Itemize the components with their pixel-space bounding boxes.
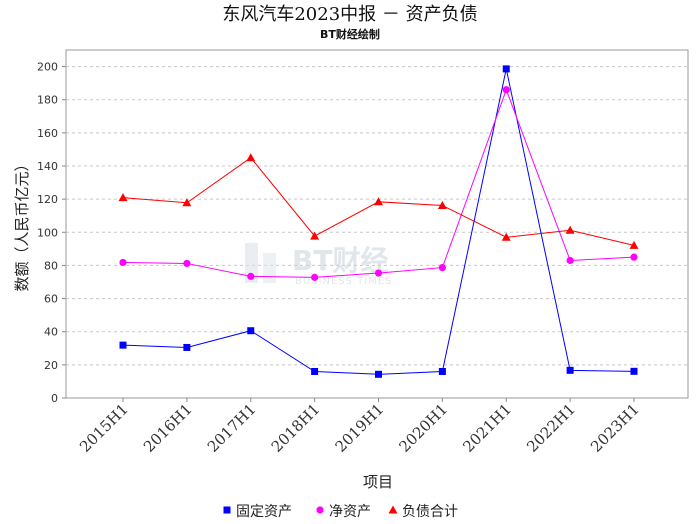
- data-point: [183, 343, 191, 351]
- data-point: [629, 240, 639, 249]
- y-tick-label: 40: [44, 326, 58, 339]
- data-point: [247, 327, 255, 335]
- chart-subtitle: BT财经绘制: [320, 27, 380, 41]
- data-point: [374, 269, 383, 277]
- x-tick-label: 2020H1: [395, 400, 451, 456]
- data-point: [502, 86, 510, 94]
- data-point: [119, 258, 127, 267]
- y-tick-label: 180: [37, 94, 58, 107]
- legend-label: 净资产: [329, 504, 371, 520]
- x-tick-label: 2015H1: [76, 400, 132, 456]
- y-tick-label: 100: [37, 226, 58, 239]
- y-tick-label: 140: [37, 160, 58, 173]
- watermark-subtext: BUSINESS TIMES: [295, 276, 393, 287]
- chart-title: 东风汽车2023中报 － 资产负债: [222, 4, 477, 25]
- data-point: [438, 263, 446, 272]
- y-tick-label: 200: [37, 61, 58, 74]
- watermark-logo-bar: [245, 243, 258, 283]
- data-point: [437, 200, 447, 209]
- data-point: [502, 65, 510, 73]
- watermark-text: BT财经: [292, 244, 388, 277]
- x-tick-label: 2016H1: [140, 400, 196, 456]
- data-point: [246, 153, 256, 162]
- data-point: [438, 367, 446, 375]
- x-tick-label: 2021H1: [459, 400, 515, 456]
- x-tick-label: 2018H1: [268, 400, 324, 456]
- x-axis-label: 项目: [363, 473, 393, 491]
- y-axis-ticks: 0 20 40 60 80 100 120 140 160 180 200: [37, 61, 66, 405]
- y-tick-label: 160: [37, 127, 58, 140]
- plot-area: [65, 49, 689, 399]
- legend-marker: [388, 505, 398, 514]
- legend-marker: [223, 506, 231, 514]
- y-tick-label: 120: [37, 193, 58, 206]
- data-point: [310, 231, 320, 240]
- legend-marker: [316, 506, 324, 514]
- y-tick-label: 20: [44, 359, 58, 372]
- series-1: [119, 65, 638, 378]
- data-point: [566, 256, 574, 265]
- x-tick-label: 2022H1: [523, 400, 579, 456]
- data-point: [501, 232, 511, 241]
- data-point: [375, 370, 382, 378]
- data-point: [374, 197, 383, 206]
- data-point: [247, 272, 255, 280]
- legend-label: 负债合计: [402, 504, 458, 520]
- y-tick-label: 0: [51, 392, 58, 405]
- data-point: [565, 225, 575, 234]
- y-tick-label: 80: [44, 259, 58, 272]
- watermark: BT财经 BUSINESS TIMES: [245, 243, 393, 287]
- x-tick-label: 2023H1: [587, 400, 643, 456]
- x-axis-ticks: 2015H1 2016H1 2017H1 2018H1 2019H1 2020H1 2021…: [76, 398, 643, 456]
- data-point: [183, 259, 191, 268]
- y-axis-label: 数额（人民币亿元）: [13, 156, 31, 291]
- x-tick-label: 2017H1: [204, 400, 260, 456]
- data-point: [630, 367, 638, 375]
- data-point: [630, 253, 638, 261]
- series-2: [119, 86, 638, 281]
- data-point: [119, 341, 127, 349]
- series-3: [118, 153, 639, 249]
- data-point: [311, 367, 319, 375]
- data-point: [118, 193, 128, 202]
- legend-item: 净资产: [316, 504, 371, 520]
- legend-item: 负债合计: [388, 504, 458, 520]
- data-point: [182, 198, 192, 207]
- legend-label: 固定资产: [236, 504, 292, 520]
- gridlines: [66, 66, 688, 366]
- watermark-logo-bar: [263, 253, 276, 283]
- series-group: [118, 65, 639, 378]
- legend: 固定资产 净资产 负债合计: [223, 504, 458, 520]
- x-tick-label: 2019H1: [332, 400, 388, 456]
- legend-item: 固定资产: [223, 504, 292, 520]
- y-tick-label: 60: [44, 293, 58, 306]
- data-point: [311, 273, 319, 281]
- data-point: [566, 366, 574, 374]
